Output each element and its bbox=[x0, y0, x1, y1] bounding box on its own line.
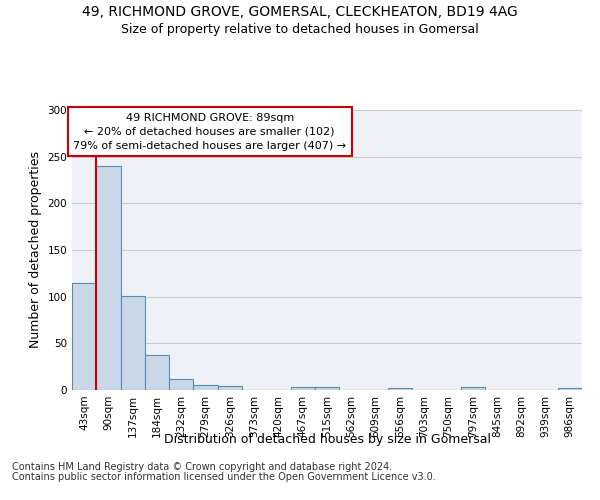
Bar bbox=[290, 387, 315, 390]
Bar bbox=[72, 282, 96, 390]
Bar bbox=[193, 386, 218, 390]
Text: Contains public sector information licensed under the Open Government Licence v3: Contains public sector information licen… bbox=[12, 472, 436, 482]
Bar bbox=[388, 388, 412, 390]
Bar bbox=[96, 166, 121, 390]
Text: Size of property relative to detached houses in Gomersal: Size of property relative to detached ho… bbox=[121, 22, 479, 36]
Text: 49, RICHMOND GROVE, GOMERSAL, CLECKHEATON, BD19 4AG: 49, RICHMOND GROVE, GOMERSAL, CLECKHEATO… bbox=[82, 5, 518, 19]
Text: 49 RICHMOND GROVE: 89sqm
← 20% of detached houses are smaller (102)
79% of semi-: 49 RICHMOND GROVE: 89sqm ← 20% of detach… bbox=[73, 113, 346, 151]
Text: Distribution of detached houses by size in Gomersal: Distribution of detached houses by size … bbox=[163, 432, 491, 446]
Y-axis label: Number of detached properties: Number of detached properties bbox=[29, 152, 42, 348]
Bar bbox=[558, 388, 582, 390]
Bar bbox=[145, 354, 169, 390]
Bar bbox=[169, 379, 193, 390]
Text: Contains HM Land Registry data © Crown copyright and database right 2024.: Contains HM Land Registry data © Crown c… bbox=[12, 462, 392, 472]
Bar bbox=[315, 387, 339, 390]
Bar bbox=[218, 386, 242, 390]
Bar bbox=[461, 387, 485, 390]
Bar bbox=[121, 296, 145, 390]
